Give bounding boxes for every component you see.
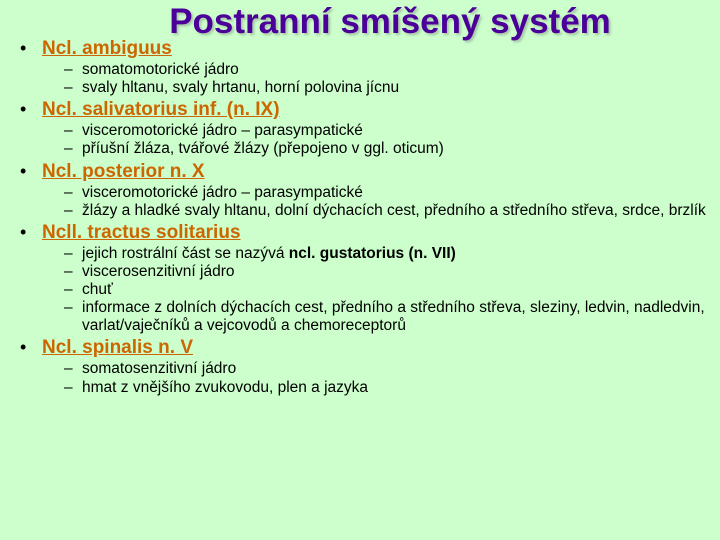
sub-text: somatosenzitivní jádro xyxy=(82,360,708,378)
heading-text: Ncl. posterior n. X xyxy=(42,161,205,183)
section-heading: • Ncl. salivatorius inf. (n. IX) xyxy=(20,99,708,121)
sub-item: –hmat z vnějšího zvukovodu, plen a jazyk… xyxy=(64,379,708,397)
heading-text: Ncll. tractus solitarius xyxy=(42,222,241,244)
sub-text: chuť xyxy=(82,281,708,299)
sub-text: žlázy a hladké svaly hltanu, dolní dýcha… xyxy=(82,202,708,220)
dash-icon: – xyxy=(64,263,82,281)
slide-content: • Ncl. ambiguus –somatomotorické jádro –… xyxy=(0,38,720,397)
sub-text: somatomotorické jádro xyxy=(82,61,708,79)
dash-icon: – xyxy=(64,61,82,79)
sub-list: –visceromotorické jádro – parasympatické… xyxy=(64,122,708,158)
sub-item: –somatosenzitivní jádro xyxy=(64,360,708,378)
sub-list: –visceromotorické jádro – parasympatické… xyxy=(64,184,708,220)
sub-list: –somatosenzitivní jádro –hmat z vnějšího… xyxy=(64,360,708,396)
sub-text-prefix: jejich rostrální část se nazývá xyxy=(82,245,289,262)
bullet-icon: • xyxy=(20,222,42,243)
heading-text: Ncl. spinalis n. V xyxy=(42,337,193,359)
section-heading: • Ncl. posterior n. X xyxy=(20,161,708,183)
sub-item: –informace z dolních dýchacích cest, pře… xyxy=(64,299,708,335)
section-heading: • Ncl. spinalis n. V xyxy=(20,337,708,359)
sub-item: –visceromotorické jádro – parasympatické xyxy=(64,122,708,140)
sub-item: –somatomotorické jádro xyxy=(64,61,708,79)
sub-item: –jejich rostrální část se nazývá ncl. gu… xyxy=(64,245,708,263)
sub-text: visceromotorické jádro – parasympatické xyxy=(82,122,708,140)
sub-text-bold: ncl. gustatorius (n. VII) xyxy=(289,245,456,262)
heading-text: Ncl. ambiguus xyxy=(42,38,172,60)
dash-icon: – xyxy=(64,140,82,158)
dash-icon: – xyxy=(64,281,82,299)
sub-item: –příušní žláza, tvářové žlázy (přepojeno… xyxy=(64,140,708,158)
sub-item: –svaly hltanu, svaly hrtanu, horní polov… xyxy=(64,79,708,97)
sub-item: –žlázy a hladké svaly hltanu, dolní dých… xyxy=(64,202,708,220)
sub-text: informace z dolních dýchacích cest, před… xyxy=(82,299,708,335)
sub-text: jejich rostrální část se nazývá ncl. gus… xyxy=(82,245,708,263)
sub-text: příušní žláza, tvářové žlázy (přepojeno … xyxy=(82,140,708,158)
slide-title: Postranní smíšený systém xyxy=(60,0,720,42)
sub-item: –viscerosenzitivní jádro xyxy=(64,263,708,281)
sub-text: svaly hltanu, svaly hrtanu, horní polovi… xyxy=(82,79,708,97)
bullet-icon: • xyxy=(20,38,42,59)
dash-icon: – xyxy=(64,122,82,140)
sub-text: viscerosenzitivní jádro xyxy=(82,263,708,281)
dash-icon: – xyxy=(64,299,82,317)
bullet-icon: • xyxy=(20,161,42,182)
sub-text: hmat z vnějšího zvukovodu, plen a jazyka xyxy=(82,379,708,397)
sub-text: visceromotorické jádro – parasympatické xyxy=(82,184,708,202)
dash-icon: – xyxy=(64,245,82,263)
heading-text: Ncl. salivatorius inf. (n. IX) xyxy=(42,99,280,121)
bullet-icon: • xyxy=(20,99,42,120)
sub-list: –somatomotorické jádro –svaly hltanu, sv… xyxy=(64,61,708,97)
dash-icon: – xyxy=(64,202,82,220)
dash-icon: – xyxy=(64,360,82,378)
dash-icon: – xyxy=(64,379,82,397)
dash-icon: – xyxy=(64,79,82,97)
dash-icon: – xyxy=(64,184,82,202)
bullet-icon: • xyxy=(20,337,42,358)
section-heading: • Ncll. tractus solitarius xyxy=(20,222,708,244)
sub-item: –visceromotorické jádro – parasympatické xyxy=(64,184,708,202)
sub-item: –chuť xyxy=(64,281,708,299)
sub-list: –jejich rostrální část se nazývá ncl. gu… xyxy=(64,245,708,336)
